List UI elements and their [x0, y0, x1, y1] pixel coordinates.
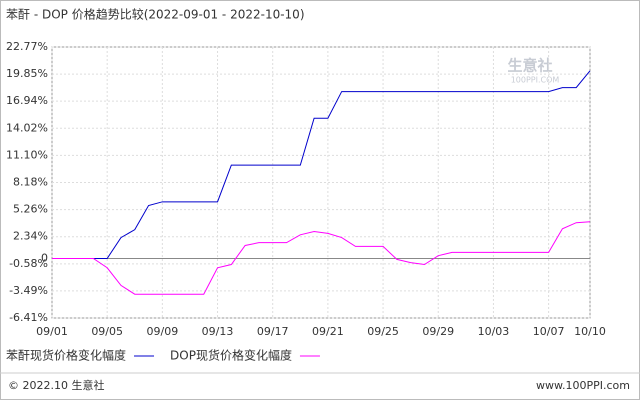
- y-tick-label: -3.49%: [9, 284, 48, 297]
- chart-title: 苯酐 - DOP 价格趋势比较(2022-09-01 - 2022-10-10): [6, 7, 305, 22]
- x-tick-label: 09/29: [422, 325, 454, 338]
- y-tick-label: 8.18%: [13, 176, 48, 189]
- x-tick-label: 09/21: [312, 325, 344, 338]
- x-tick-label: 09/09: [147, 325, 179, 338]
- y-tick-label: 16.94%: [6, 94, 48, 107]
- y-tick-label: 22.77%: [6, 40, 48, 53]
- y-tick-label: 5.26%: [13, 203, 48, 216]
- footer-left: © 2022.10 生意社: [8, 378, 104, 392]
- x-tick-label: 09/01: [36, 325, 68, 338]
- x-tick-label: 10/10: [574, 325, 606, 338]
- watermark: 生意社: [507, 57, 552, 75]
- y-tick-label: 14.02%: [6, 121, 48, 134]
- x-tick-label: 09/17: [257, 325, 289, 338]
- x-tick-label: 10/03: [478, 325, 510, 338]
- x-tick-label: 10/07: [533, 325, 565, 338]
- series-line: [52, 221, 591, 295]
- y-tick-label: 11.10%: [6, 148, 48, 161]
- footer-right: www.100PPI.com: [536, 379, 630, 392]
- series-line: [52, 70, 591, 259]
- y-tick-label: 2.34%: [13, 230, 48, 243]
- y-tick-label: 0: [41, 251, 48, 264]
- y-tick-label: -6.41%: [9, 311, 48, 324]
- x-tick-label: 09/05: [91, 325, 123, 338]
- y-tick-label: 19.85%: [6, 67, 48, 80]
- legend-label: DOP现货价格变化幅度: [170, 348, 292, 363]
- y-tick-label: -0.58%: [9, 257, 48, 270]
- watermark-url: 100PPI.COM: [511, 76, 560, 85]
- x-tick-label: 09/25: [367, 325, 399, 338]
- legend-label: 苯酐现货价格变化幅度: [6, 348, 126, 363]
- x-tick-label: 09/13: [202, 325, 234, 338]
